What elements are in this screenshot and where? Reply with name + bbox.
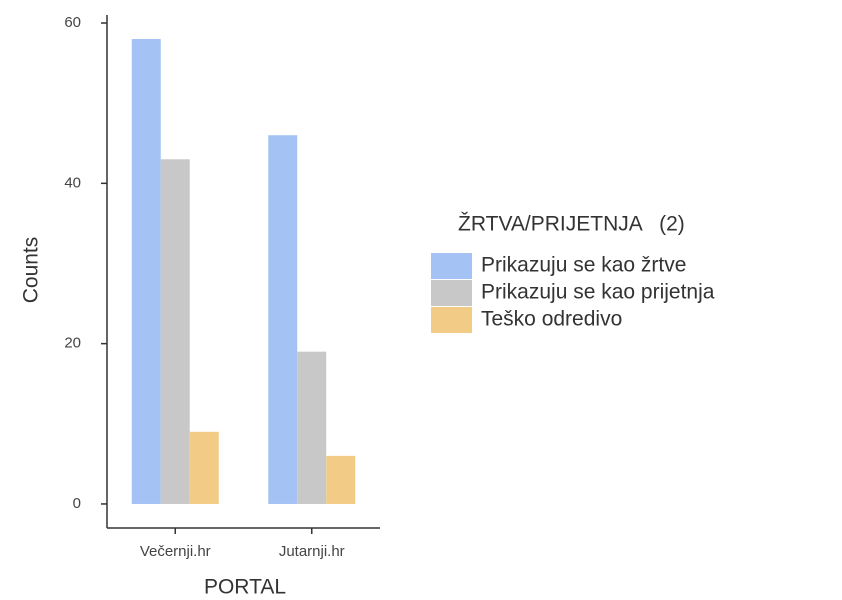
bar <box>131 39 161 504</box>
legend-title: ŽRTVA/PRIJETNJA (2) <box>458 213 685 236</box>
bar <box>160 159 190 504</box>
legend-label: Teško odredivo <box>481 308 622 331</box>
bar <box>326 455 356 504</box>
y-tick-label: 20 <box>64 335 81 352</box>
x-axis-title: PORTAL <box>204 576 286 599</box>
y-tick-label: 60 <box>64 14 81 31</box>
x-tick-label: Večernji.hr <box>140 543 211 560</box>
legend-swatch <box>431 253 472 279</box>
bar <box>268 135 298 504</box>
legend-label: Prikazuju se kao žrtve <box>481 254 686 277</box>
legend-label: Prikazuju se kao prijetnja <box>481 281 715 304</box>
legend-swatch <box>431 307 472 333</box>
y-axis-title: Counts <box>20 237 43 304</box>
y-tick-label: 0 <box>73 495 81 512</box>
legend-swatch <box>431 280 472 306</box>
bar <box>297 351 327 504</box>
bar <box>189 431 219 504</box>
x-tick-label: Jutarnji.hr <box>279 543 345 560</box>
y-tick-label: 40 <box>64 174 81 191</box>
